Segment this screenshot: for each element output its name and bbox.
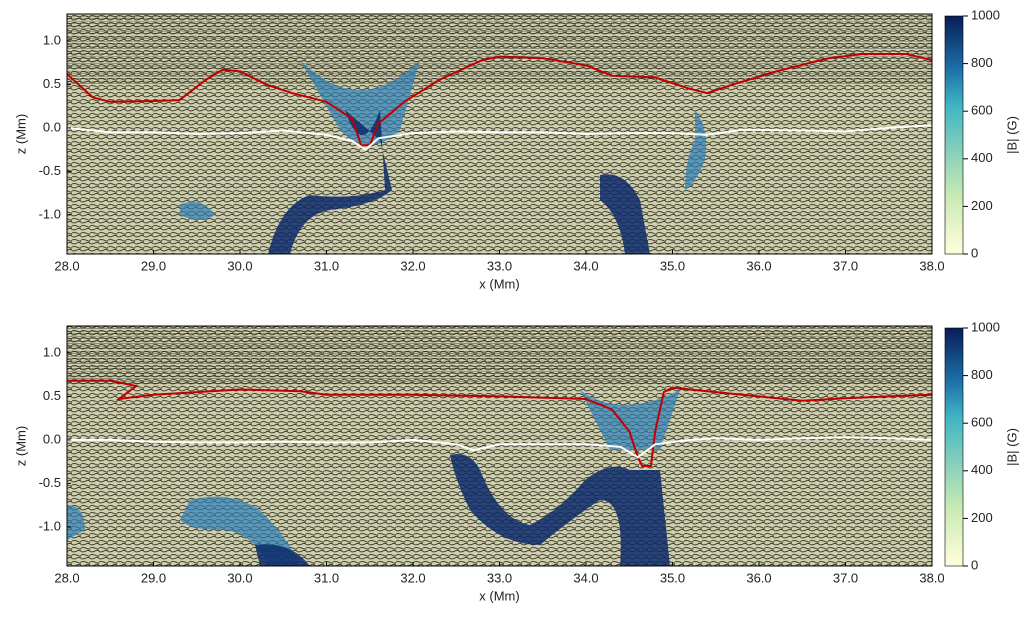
y-tick-label: 0.0 bbox=[43, 431, 61, 446]
x-tick-label: 29.0 bbox=[141, 258, 166, 273]
x-tick-label: 30.0 bbox=[227, 258, 252, 273]
x-tick-label: 29.0 bbox=[141, 570, 166, 585]
colorbar-tick-label: 800 bbox=[971, 367, 993, 382]
colorbar-tick-label: 0 bbox=[971, 557, 978, 572]
colorbar-tick-label: 800 bbox=[971, 55, 993, 70]
x-tick-label: 31.0 bbox=[314, 570, 339, 585]
x-tick-label: 36.0 bbox=[746, 258, 771, 273]
x-tick-label: 34.0 bbox=[573, 258, 598, 273]
x-tick-label: 36.0 bbox=[746, 570, 771, 585]
x-tick-label: 38.0 bbox=[919, 570, 944, 585]
x-tick-label: 28.0 bbox=[54, 258, 79, 273]
colorbar-tick-label: 400 bbox=[971, 150, 993, 165]
colorbar-tick-label: 200 bbox=[971, 510, 993, 525]
y-tick-label: 0.0 bbox=[43, 119, 61, 134]
x-tick-label: 28.0 bbox=[54, 570, 79, 585]
y-tick-label: 0.5 bbox=[43, 388, 61, 403]
colorbar-tick-label: 600 bbox=[971, 415, 993, 430]
x-tick-label: 37.0 bbox=[833, 258, 858, 273]
x-tick-label: 31.0 bbox=[314, 258, 339, 273]
colorbar bbox=[944, 15, 964, 255]
x-tick-label: 33.0 bbox=[487, 258, 512, 273]
curve bbox=[67, 436, 932, 459]
panel: 28.0 29.0 30.0 31.0 32.0 33.0 34.0 35.0 36.0 37.0… bbox=[13, 319, 1019, 603]
colorbar-tick-label: 0 bbox=[971, 245, 978, 260]
colorbar-tick-label: 200 bbox=[971, 198, 993, 213]
x-axis-label: x (Mm) bbox=[479, 276, 519, 291]
colorbar-label: |B| (G) bbox=[1004, 116, 1019, 154]
y-tick-label: 0.5 bbox=[43, 76, 61, 91]
colorbar bbox=[944, 327, 964, 567]
y-tick-label: -1.0 bbox=[39, 518, 61, 533]
curve bbox=[67, 53, 932, 147]
x-axis-label: x (Mm) bbox=[479, 588, 519, 603]
x-tick-label: 38.0 bbox=[919, 258, 944, 273]
x-tick-label: 32.0 bbox=[400, 570, 425, 585]
y-axis-label: z (Mm) bbox=[13, 114, 28, 154]
y-tick-label: -0.5 bbox=[39, 475, 61, 490]
colorbar-label: |B| (G) bbox=[1004, 428, 1019, 466]
x-tick-label: 32.0 bbox=[400, 258, 425, 273]
y-tick-label: -1.0 bbox=[39, 206, 61, 221]
y-tick-label: 1.0 bbox=[43, 344, 61, 359]
curve bbox=[67, 379, 932, 467]
y-tick-label: 1.0 bbox=[43, 32, 61, 47]
y-axis-label: z (Mm) bbox=[13, 426, 28, 466]
x-tick-label: 35.0 bbox=[660, 258, 685, 273]
field-image bbox=[67, 326, 932, 566]
x-tick-label: 35.0 bbox=[660, 570, 685, 585]
x-tick-label: 33.0 bbox=[487, 570, 512, 585]
colorbar-tick-label: 400 bbox=[971, 462, 993, 477]
x-tick-label: 34.0 bbox=[573, 570, 598, 585]
colorbar-tick-label: 1000 bbox=[971, 319, 1000, 334]
x-tick-label: 30.0 bbox=[227, 570, 252, 585]
curve bbox=[67, 124, 932, 151]
y-tick-label: -0.5 bbox=[39, 163, 61, 178]
panel: 28.0 29.0 30.0 31.0 32.0 33.0 34.0 35.0 36.0 37.0… bbox=[13, 7, 1019, 291]
colorbar-tick-label: 1000 bbox=[971, 7, 1000, 22]
x-tick-label: 37.0 bbox=[833, 570, 858, 585]
colorbar-tick-label: 600 bbox=[971, 103, 993, 118]
